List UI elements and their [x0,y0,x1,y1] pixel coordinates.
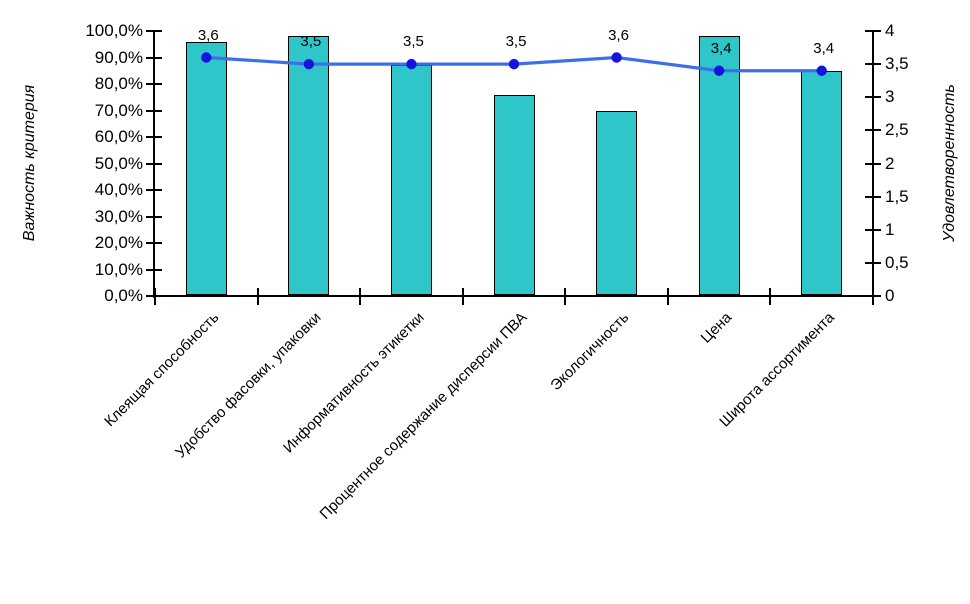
line-point-label: 3,5 [300,33,322,51]
importance-bar [288,36,330,295]
line-marker [303,58,315,70]
right-axis-tick [865,195,881,198]
right-axis-tick [865,63,881,66]
left-axis-tick [146,109,162,112]
line-marker [201,52,212,63]
category-axis-tick [256,288,259,305]
right-axis-tick [865,129,881,132]
left-axis-tick [146,268,162,271]
left-axis-tick [146,215,162,218]
left-axis-tick-label: 50,0% [94,153,143,173]
line-point-label: 3,5 [402,33,424,51]
left-axis-tick-label: 20,0% [94,233,143,252]
left-axis-tick-label: 60,0% [94,127,143,146]
left-axis-tick-label: 40,0% [94,180,143,199]
left-axis-tick-label: 10,0% [94,259,143,279]
right-axis-tick-label: 3 [885,87,895,107]
category-axis-tick [461,288,464,305]
left-axis-tick-label: 70,0% [94,100,143,120]
right-value-axis [872,31,874,298]
right-axis-tick-label: 1 [885,219,895,239]
line-point-label: 3,5 [505,33,527,51]
right-axis-tick [865,30,881,32]
line-marker [816,65,827,76]
left-axis-tick-label: 0,0% [104,286,143,305]
left-axis-tick-label: 90,0% [94,47,143,67]
left-axis-tick [146,56,162,59]
category-axis [153,295,875,297]
importance-bar [390,65,432,295]
right-axis-tick [865,261,881,264]
left-value-axis [153,31,155,298]
left-axis-tick [146,83,162,85]
right-axis-tick-label: 1,5 [885,186,909,206]
importance-bar [698,36,740,295]
category-axis-tick [154,288,156,305]
line-point-label: 3,4 [813,39,835,57]
left-axis-tick [146,162,162,165]
line-marker [611,52,622,63]
importance-bar [493,94,535,295]
right-axis-tick-label: 3,5 [885,54,909,74]
right-axis-tick-label: 4 [885,21,895,40]
left-axis-tick [146,189,162,191]
line-point-label: 3,6 [608,26,629,44]
left-axis-tick [146,242,162,244]
line-marker [406,58,417,70]
left-axis-tick [146,30,162,32]
category-axis-tick [564,288,567,305]
category-axis-tick [359,288,362,305]
left-axis-tick-label: 30,0% [94,206,143,226]
left-axis-tick-label: 80,0% [94,74,143,93]
line-point-label: 3,6 [197,26,219,44]
line-marker [713,65,725,76]
category-axis-tick [666,288,669,305]
left-axis-tick [146,136,162,138]
right-axis-tick-label: 0,5 [885,252,909,272]
importance-bar [596,110,638,295]
left-axis-tick-label: 100,0% [85,21,143,40]
right-axis-tick-label: 2,5 [885,120,909,140]
category-axis-tick [872,288,874,305]
line-point-label: 3,4 [710,39,732,57]
right-axis-tick [865,162,881,165]
importance-bar [185,41,227,295]
right-axis-tick-label: 0 [885,286,895,305]
right-axis-tick [865,228,881,231]
importance-bar [801,70,843,295]
category-axis-tick [769,288,772,305]
right-axis-tick [865,96,881,99]
right-axis-tick-label: 2 [885,153,895,173]
line-marker [508,58,520,70]
